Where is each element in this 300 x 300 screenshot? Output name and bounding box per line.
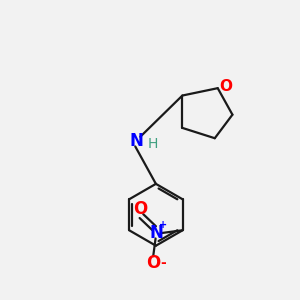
Text: H: H [148, 136, 158, 151]
Text: N: N [130, 132, 144, 150]
Text: O: O [220, 79, 232, 94]
Text: O: O [146, 254, 160, 272]
Text: O: O [133, 200, 147, 218]
Text: -: - [160, 256, 166, 270]
Text: +: + [160, 220, 168, 230]
Text: N: N [149, 224, 163, 242]
